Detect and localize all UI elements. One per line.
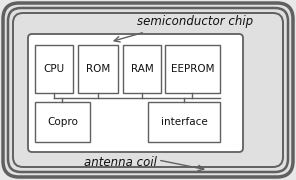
FancyBboxPatch shape	[123, 45, 161, 93]
Text: RAM: RAM	[131, 64, 153, 74]
FancyBboxPatch shape	[78, 45, 118, 93]
Text: antenna coil: antenna coil	[83, 156, 157, 168]
FancyBboxPatch shape	[28, 34, 243, 152]
Text: ROM: ROM	[86, 64, 110, 74]
FancyBboxPatch shape	[148, 102, 220, 142]
FancyBboxPatch shape	[35, 102, 90, 142]
Text: Copro: Copro	[47, 117, 78, 127]
FancyBboxPatch shape	[3, 3, 293, 177]
FancyBboxPatch shape	[165, 45, 220, 93]
FancyBboxPatch shape	[8, 8, 288, 172]
FancyBboxPatch shape	[35, 45, 73, 93]
Text: interface: interface	[161, 117, 207, 127]
Text: CPU: CPU	[44, 64, 65, 74]
Text: EEPROM: EEPROM	[171, 64, 214, 74]
Text: semiconductor chip: semiconductor chip	[137, 15, 253, 28]
FancyBboxPatch shape	[13, 13, 283, 167]
